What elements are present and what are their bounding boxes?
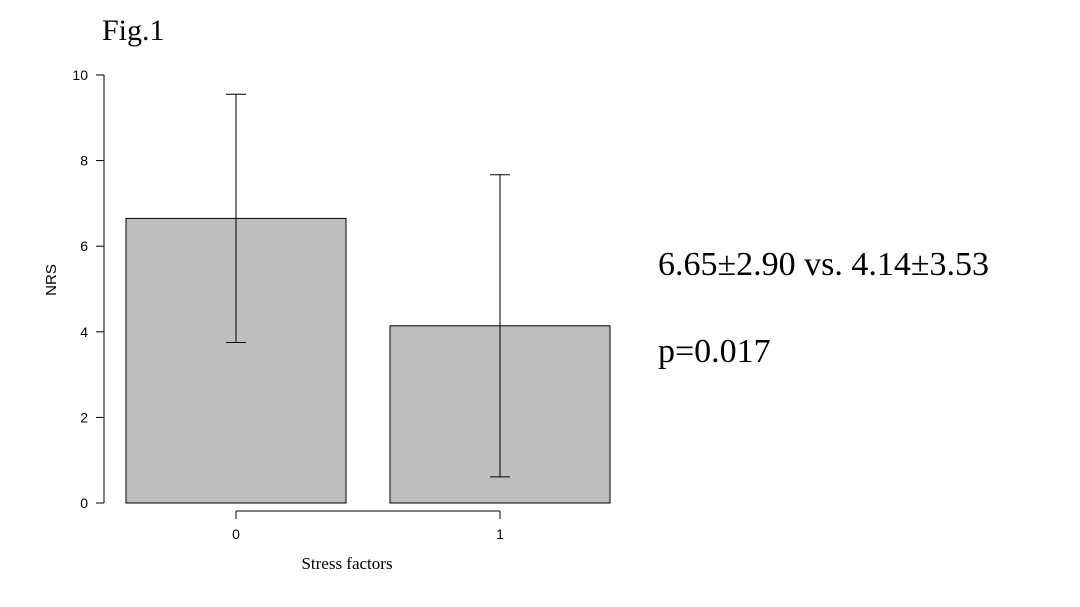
x-tick-label: 1 — [496, 526, 504, 542]
chart-bars — [125, 217, 611, 504]
figure-label: Fig.1 — [102, 14, 165, 47]
y-tick-label: 10 — [72, 67, 88, 83]
y-tick-label: 0 — [80, 495, 88, 511]
y-tick-label: 2 — [80, 409, 88, 425]
y-tick-label: 4 — [80, 324, 88, 340]
y-axis-label: NRS — [43, 264, 60, 296]
x-tick-label: 0 — [232, 526, 240, 542]
x-axis-label: Stress factors — [301, 554, 392, 573]
y-tick-label: 8 — [80, 153, 88, 169]
y-tick-label: 6 — [80, 238, 88, 254]
comparison-annotation: 6.65±2.90 vs. 4.14±3.53 — [658, 246, 989, 283]
chart-error-bars — [226, 93, 510, 478]
p-value-annotation: p=0.017 — [658, 333, 771, 370]
chart-axes: 0 2 4 6 8 10 0 1 — [72, 67, 504, 542]
